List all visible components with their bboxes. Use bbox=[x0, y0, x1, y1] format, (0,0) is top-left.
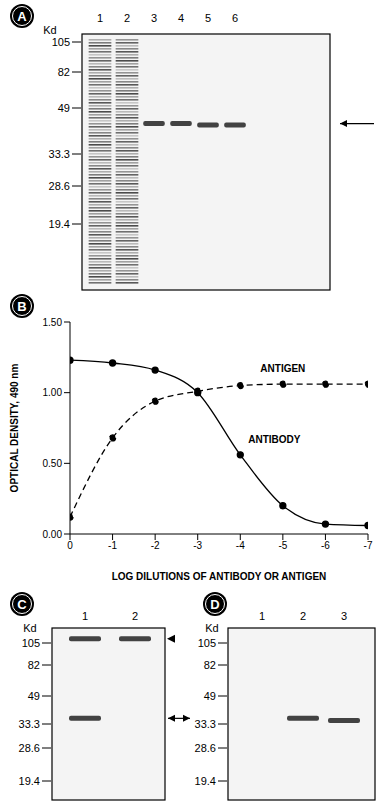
svg-text:0.00: 0.00 bbox=[43, 529, 63, 540]
svg-text:49: 49 bbox=[28, 690, 40, 702]
svg-text:2: 2 bbox=[124, 12, 130, 24]
svg-text:OPTICAL DENSITY, 490 nm: OPTICAL DENSITY, 490 nm bbox=[9, 364, 20, 493]
svg-text:6: 6 bbox=[232, 12, 238, 24]
svg-text:105: 105 bbox=[52, 36, 70, 48]
svg-text:4: 4 bbox=[178, 12, 184, 24]
svg-text:D: D bbox=[210, 597, 219, 612]
svg-text:2: 2 bbox=[300, 610, 306, 622]
svg-text:19.4: 19.4 bbox=[19, 775, 40, 787]
svg-text:1: 1 bbox=[259, 610, 265, 622]
svg-text:105: 105 bbox=[22, 637, 40, 649]
svg-text:1: 1 bbox=[97, 12, 103, 24]
svg-text:Kd: Kd bbox=[23, 622, 36, 634]
svg-text:-7: -7 bbox=[364, 540, 373, 551]
svg-text:B: B bbox=[17, 299, 26, 314]
svg-text:-1: -1 bbox=[108, 540, 117, 551]
svg-text:82: 82 bbox=[28, 659, 40, 671]
svg-text:Kd: Kd bbox=[43, 24, 56, 36]
svg-text:1: 1 bbox=[82, 610, 88, 622]
svg-text:49: 49 bbox=[58, 102, 70, 114]
svg-text:-4: -4 bbox=[236, 540, 245, 551]
svg-text:28.6: 28.6 bbox=[49, 180, 70, 192]
svg-text:0: 0 bbox=[67, 540, 73, 551]
svg-text:82: 82 bbox=[58, 66, 70, 78]
svg-text:-2: -2 bbox=[151, 540, 160, 551]
svg-text:3: 3 bbox=[341, 610, 347, 622]
svg-text:5: 5 bbox=[205, 12, 211, 24]
svg-text:1.00: 1.00 bbox=[43, 387, 63, 398]
svg-text:33.3: 33.3 bbox=[195, 718, 216, 730]
svg-text:-5: -5 bbox=[278, 540, 287, 551]
svg-text:82: 82 bbox=[204, 659, 216, 671]
svg-text:19.4: 19.4 bbox=[195, 775, 216, 787]
svg-text:33.3: 33.3 bbox=[19, 718, 40, 730]
svg-text:28.6: 28.6 bbox=[195, 742, 216, 754]
svg-text:-3: -3 bbox=[193, 540, 202, 551]
svg-text:ANTIGEN: ANTIGEN bbox=[260, 363, 305, 374]
svg-text:105: 105 bbox=[198, 637, 216, 649]
svg-text:0.50: 0.50 bbox=[43, 458, 63, 469]
svg-text:A: A bbox=[17, 9, 27, 24]
svg-text:3: 3 bbox=[151, 12, 157, 24]
svg-text:2: 2 bbox=[132, 610, 138, 622]
svg-text:49: 49 bbox=[204, 690, 216, 702]
svg-text:ANTIBODY: ANTIBODY bbox=[248, 434, 301, 445]
svg-text:33.3: 33.3 bbox=[49, 148, 70, 160]
svg-text:1.50: 1.50 bbox=[43, 317, 63, 328]
svg-text:28.6: 28.6 bbox=[19, 742, 40, 754]
svg-text:Kd: Kd bbox=[205, 622, 218, 634]
svg-text:19.4: 19.4 bbox=[49, 218, 70, 230]
svg-text:C: C bbox=[17, 597, 27, 612]
svg-text:LOG DILUTIONS OF ANTIBODY OR A: LOG DILUTIONS OF ANTIBODY OR ANTIGEN bbox=[112, 571, 327, 582]
svg-text:-6: -6 bbox=[321, 540, 330, 551]
